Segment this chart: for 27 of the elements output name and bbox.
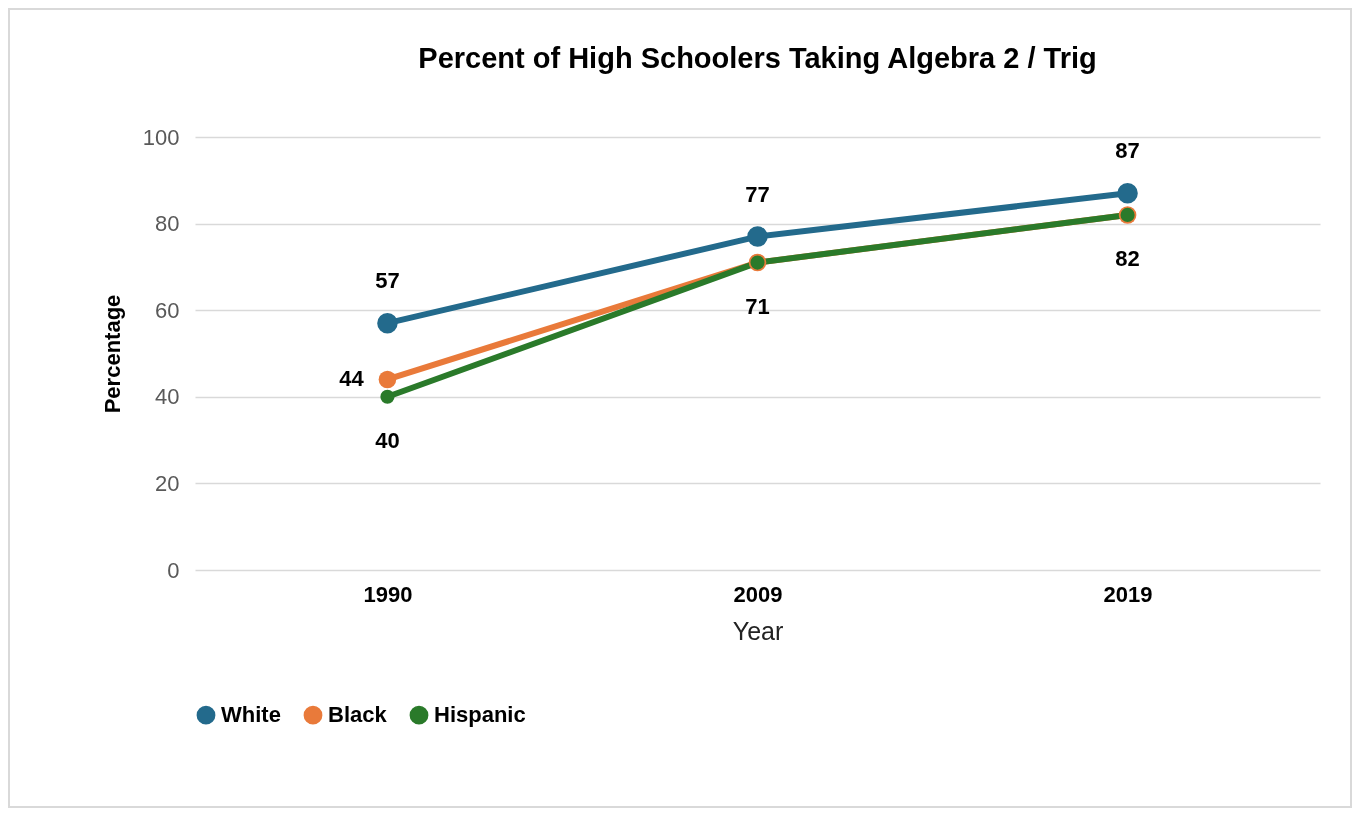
data-label: 87: [1115, 138, 1140, 164]
x-tick-label: 2019: [1103, 581, 1153, 607]
chart-title: Percent of High Schoolers Taking Algebra 2 / Trig: [418, 42, 1097, 74]
y-tick-label: 0: [167, 557, 180, 583]
point: [1117, 183, 1138, 204]
point: [377, 312, 398, 334]
legend-label: White: [221, 702, 281, 728]
data-label: 40: [375, 427, 400, 453]
x-tick-label: 2009: [733, 581, 783, 607]
y-tick-label: 40: [155, 384, 180, 410]
point: [378, 370, 397, 389]
data-label: 57: [375, 268, 400, 294]
point: [380, 389, 395, 404]
data-label: 77: [745, 181, 770, 207]
data-label: 82: [1115, 245, 1140, 271]
y-tick-label: 20: [155, 470, 180, 496]
y-axis-title: Percentage: [99, 294, 125, 414]
point: [747, 226, 768, 247]
y-tick-label: 60: [155, 297, 180, 323]
y-tick-label: 80: [155, 211, 180, 237]
x-tick-label: 1990: [363, 581, 413, 607]
data-label: 44: [339, 366, 365, 392]
legend-label: Hispanic: [434, 702, 526, 728]
x-axis-title: Year: [732, 616, 784, 645]
data-label: 71: [745, 293, 770, 319]
legend-label: Black: [328, 702, 388, 728]
y-tick-label: 100: [142, 124, 180, 150]
